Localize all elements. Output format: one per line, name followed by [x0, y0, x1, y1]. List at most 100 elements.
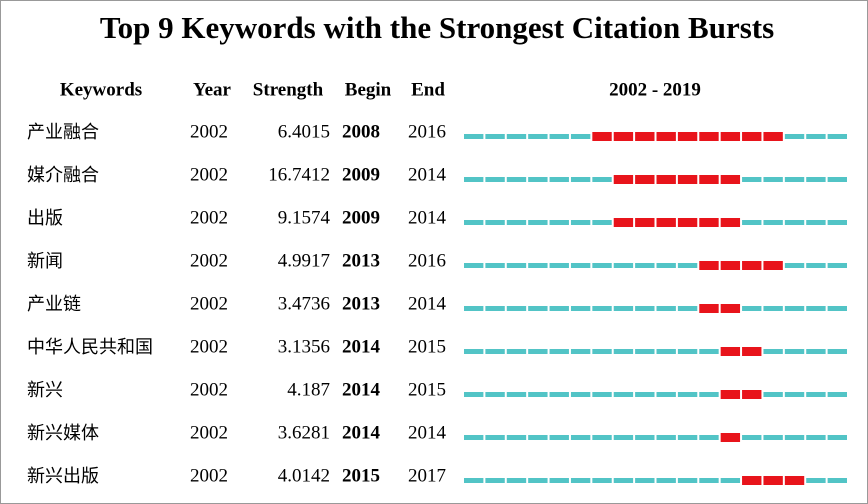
keyword: 媒介融合 [27, 165, 99, 186]
timeline-segment [528, 392, 548, 397]
timeline-segment [613, 435, 634, 440]
burst-segment [699, 304, 719, 313]
timeline-segment [528, 478, 548, 483]
burst-segment [635, 175, 655, 184]
burst-segment [699, 132, 719, 141]
timeline-segment [784, 177, 805, 182]
end: 2016 [408, 121, 446, 142]
year: 2002 [190, 164, 228, 185]
timeline-segment [570, 263, 591, 268]
strength: 3.6281 [278, 422, 330, 443]
timeline-segment [485, 435, 505, 440]
timeline-segment [635, 435, 655, 440]
timeline-segment [806, 263, 826, 268]
timeline-segment [784, 392, 805, 397]
timeline-segment [506, 220, 527, 225]
timeline-segment [677, 306, 698, 311]
begin: 2013 [342, 250, 380, 271]
timeline-segment [592, 220, 612, 225]
timeline-segment [806, 392, 826, 397]
timeline-segment [827, 177, 847, 182]
burst-segment [720, 433, 741, 442]
burst-segment [677, 175, 698, 184]
timeline-segment [677, 349, 698, 354]
burst-segment [742, 261, 762, 270]
timeline-segment [784, 263, 805, 268]
timeline-segment [827, 263, 847, 268]
burst-segment [742, 390, 762, 399]
timeline-segment [742, 435, 762, 440]
timeline-segment [528, 435, 548, 440]
strength: 6.4015 [278, 121, 330, 142]
timeline-segment [763, 435, 783, 440]
timeline-segment [506, 134, 527, 139]
timeline-segment [635, 263, 655, 268]
begin: 2013 [342, 293, 380, 314]
burst-segment [592, 132, 612, 141]
keyword: 新兴 [27, 380, 63, 401]
begin: 2009 [342, 164, 380, 185]
timeline-segment [742, 177, 762, 182]
end: 2015 [408, 379, 446, 400]
timeline-segment [635, 306, 655, 311]
burst-segment [613, 218, 634, 227]
timeline-segment [656, 478, 676, 483]
burst-segment [699, 218, 719, 227]
timeline-segment [763, 220, 783, 225]
timeline-segment [806, 220, 826, 225]
year: 2002 [190, 250, 228, 271]
strength: 3.1356 [278, 336, 330, 357]
timeline-segment [827, 220, 847, 225]
timeline-segment [806, 478, 826, 483]
end: 2014 [408, 207, 447, 228]
burst-segment [763, 132, 783, 141]
timeline-segment [827, 134, 847, 139]
timeline-segment [549, 392, 569, 397]
timeline-segment [677, 392, 698, 397]
end: 2015 [408, 336, 446, 357]
column-header: 2002 - 2019 [609, 79, 701, 100]
burst-segment [720, 390, 741, 399]
timeline-segment [506, 306, 527, 311]
timeline-segment [485, 220, 505, 225]
timeline-segment [806, 134, 826, 139]
year: 2002 [190, 121, 228, 142]
timeline-segment [549, 177, 569, 182]
strength: 9.1574 [278, 207, 331, 228]
burst-segment [742, 347, 762, 356]
timeline-segment [677, 478, 698, 483]
timeline-segment [528, 134, 548, 139]
timeline-segment [806, 435, 826, 440]
burst-segment [656, 218, 676, 227]
timeline-segment [549, 306, 569, 311]
timeline-segment [784, 435, 805, 440]
timeline-segment [592, 306, 612, 311]
timeline-segment [485, 392, 505, 397]
begin: 2015 [342, 465, 380, 486]
timeline-segment [827, 392, 847, 397]
timeline-segment [464, 392, 484, 397]
timeline-segment [485, 349, 505, 354]
burst-segment [720, 132, 741, 141]
timeline-segment [613, 263, 634, 268]
burst-segment [699, 175, 719, 184]
timeline-segment [549, 435, 569, 440]
begin: 2014 [342, 422, 381, 443]
timeline-segment [827, 478, 847, 483]
timeline-segment [570, 134, 591, 139]
timeline-segment [806, 306, 826, 311]
timeline-segment [485, 134, 505, 139]
title: Top 9 Keywords with the Strongest Citati… [100, 10, 774, 45]
timeline-segment [763, 349, 783, 354]
timeline-segment [784, 349, 805, 354]
burst-segment [720, 347, 741, 356]
keyword: 产业链 [27, 294, 81, 315]
timeline-segment [635, 349, 655, 354]
burst-segment [677, 218, 698, 227]
timeline-segment [528, 220, 548, 225]
timeline-segment [485, 263, 505, 268]
timeline-segment [763, 177, 783, 182]
timeline-segment [464, 349, 484, 354]
